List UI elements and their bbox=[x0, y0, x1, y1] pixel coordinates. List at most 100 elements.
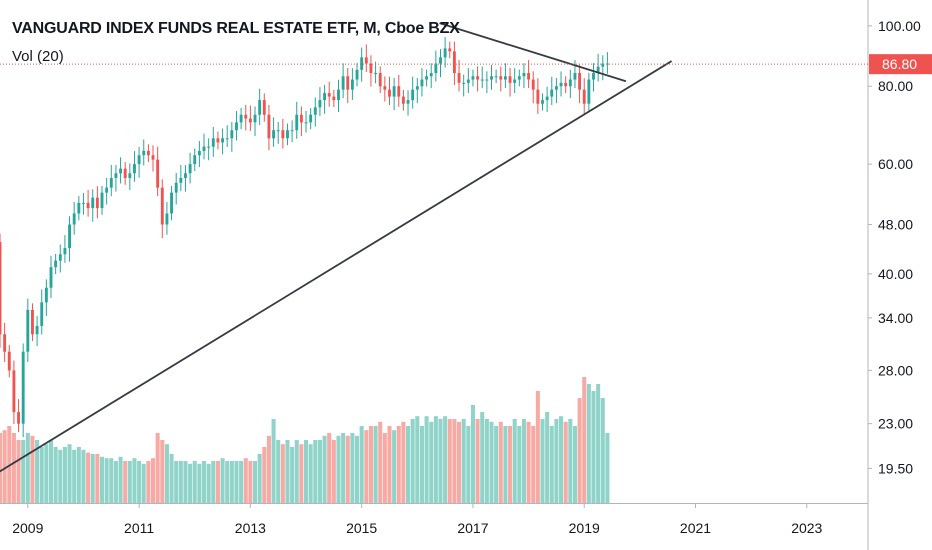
volume-bar bbox=[0, 433, 3, 503]
candle-body bbox=[253, 114, 257, 123]
candle-body bbox=[592, 73, 595, 80]
candle-body bbox=[58, 254, 62, 261]
volume-bar bbox=[95, 454, 100, 503]
volume-bar bbox=[359, 426, 364, 503]
volume-bar bbox=[35, 440, 40, 503]
candle-body bbox=[123, 168, 127, 178]
candle-body bbox=[202, 146, 206, 151]
candle-body bbox=[12, 370, 16, 413]
candle-body bbox=[355, 69, 359, 80]
candle-body bbox=[564, 82, 568, 87]
volume-bar bbox=[201, 461, 207, 503]
volume-bar bbox=[174, 461, 179, 503]
volume-bar bbox=[457, 421, 462, 503]
candle-body bbox=[244, 114, 248, 119]
y-tick-label: 60.00 bbox=[878, 156, 913, 172]
volume-bar bbox=[99, 456, 105, 503]
volume-bar bbox=[336, 435, 341, 503]
volume-bar bbox=[447, 419, 452, 503]
candle-body bbox=[374, 73, 378, 75]
volume-bar bbox=[11, 433, 16, 503]
volume-bar bbox=[113, 461, 118, 503]
candle-body bbox=[397, 86, 401, 97]
volume-bar bbox=[7, 426, 12, 503]
volume-bar bbox=[415, 416, 420, 503]
volume-bar bbox=[378, 421, 383, 503]
volume-bar bbox=[489, 421, 494, 503]
volume-bar bbox=[401, 421, 406, 503]
candle-body bbox=[142, 150, 146, 156]
candle-body bbox=[44, 287, 48, 303]
candle-body bbox=[248, 118, 252, 123]
volume-bar bbox=[285, 440, 290, 503]
candle-body bbox=[490, 76, 493, 80]
volume-bar bbox=[396, 426, 401, 503]
candle-body bbox=[49, 267, 53, 288]
candle-body bbox=[601, 63, 605, 67]
volume-bar bbox=[146, 461, 151, 503]
volume-bar bbox=[290, 447, 295, 503]
candle-body bbox=[369, 63, 373, 74]
volume-bar bbox=[494, 426, 499, 503]
volume-bar bbox=[568, 419, 573, 503]
candle-body bbox=[462, 82, 466, 84]
ascending-trendline bbox=[0, 60, 673, 473]
candle-body bbox=[193, 155, 197, 165]
volume-bar bbox=[443, 416, 448, 503]
candle-body bbox=[323, 93, 327, 101]
candle-body bbox=[137, 155, 141, 165]
y-tick-label: 34.00 bbox=[878, 310, 913, 326]
candle-body bbox=[392, 86, 396, 97]
volume-bar bbox=[484, 419, 489, 503]
y-tick-label: 40.00 bbox=[878, 266, 913, 282]
volume-bar bbox=[535, 391, 540, 503]
volume-bar bbox=[16, 440, 21, 503]
candle-body bbox=[559, 82, 563, 87]
volume-bar bbox=[503, 426, 508, 503]
volume-bar bbox=[368, 426, 373, 503]
last-price-label: 86.80 bbox=[882, 56, 917, 72]
candle-body bbox=[383, 86, 387, 90]
x-tick-label: 2013 bbox=[235, 520, 266, 536]
candle-body bbox=[31, 310, 34, 335]
volume-bar bbox=[169, 454, 174, 503]
volume-bar bbox=[498, 421, 503, 503]
candle-body bbox=[527, 73, 531, 80]
candle-body bbox=[448, 48, 452, 52]
candle-body bbox=[82, 202, 85, 204]
volume-bar bbox=[582, 377, 587, 503]
candle-body bbox=[151, 155, 155, 160]
candle-body bbox=[485, 79, 489, 81]
candle-body bbox=[364, 57, 368, 64]
candle-body bbox=[508, 76, 512, 83]
candle-body bbox=[401, 96, 405, 104]
volume-bar bbox=[48, 440, 54, 503]
candle-body bbox=[286, 130, 289, 139]
volume-bar bbox=[243, 458, 248, 503]
volume-bar bbox=[137, 461, 142, 503]
volume-bar bbox=[53, 447, 58, 503]
volume-bar bbox=[591, 391, 596, 503]
candle-body bbox=[360, 57, 364, 70]
candle-body bbox=[100, 192, 104, 209]
candle-body bbox=[86, 202, 90, 209]
candle-body bbox=[578, 73, 582, 90]
volume-bar bbox=[526, 421, 531, 503]
volume-bar bbox=[155, 433, 160, 503]
volume-bar bbox=[392, 430, 397, 503]
candle-body bbox=[568, 79, 572, 87]
volume-bar bbox=[387, 426, 392, 503]
volume-bar bbox=[586, 384, 591, 503]
volume-bar bbox=[475, 419, 480, 503]
volume-bar bbox=[466, 426, 471, 503]
volume-bar bbox=[438, 419, 443, 503]
candle-body bbox=[522, 73, 526, 77]
volume-bar bbox=[350, 433, 355, 503]
candle-body bbox=[188, 164, 192, 174]
candle-body bbox=[554, 86, 558, 90]
volume-bar bbox=[596, 384, 601, 503]
x-tick-label: 2011 bbox=[124, 520, 154, 536]
candle-body bbox=[480, 79, 484, 81]
candle-body bbox=[471, 76, 475, 80]
candle-body bbox=[105, 187, 109, 193]
